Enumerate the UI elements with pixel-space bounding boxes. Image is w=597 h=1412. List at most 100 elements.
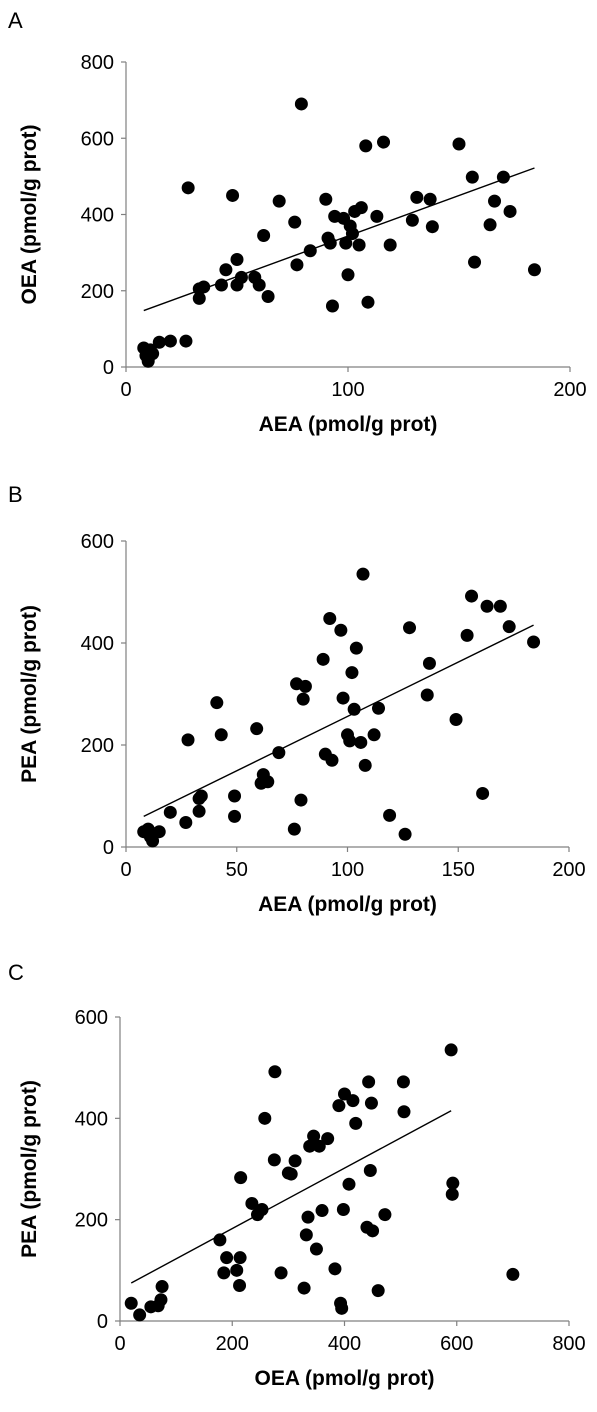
data-point <box>334 623 348 637</box>
data-point <box>296 692 310 706</box>
data-point <box>250 722 264 736</box>
data-point <box>152 825 166 839</box>
data-point <box>252 278 266 292</box>
data-point <box>496 170 510 184</box>
data-point <box>397 1105 411 1119</box>
x-tick-label: 100 <box>331 379 364 401</box>
data-point <box>297 1281 311 1295</box>
data-point <box>361 295 375 309</box>
x-tick-label: 200 <box>216 1333 249 1355</box>
data-point <box>309 1242 323 1256</box>
data-point <box>356 567 370 581</box>
data-point <box>354 201 368 215</box>
data-point <box>274 1266 288 1280</box>
data-point <box>352 238 366 252</box>
data-point <box>476 786 490 800</box>
data-point <box>445 1187 459 1201</box>
data-point <box>396 1075 410 1089</box>
data-point <box>319 192 333 206</box>
y-tick-label: 600 <box>81 531 114 553</box>
x-tick-label: 600 <box>440 1333 473 1355</box>
data-point <box>345 666 359 680</box>
data-point <box>179 816 193 830</box>
x-tick-label: 150 <box>442 859 475 881</box>
data-point <box>301 1210 315 1224</box>
data-point <box>303 244 317 258</box>
data-point <box>503 204 517 218</box>
y-tick-label: 400 <box>81 205 114 227</box>
data-point <box>267 1153 281 1167</box>
data-point <box>336 691 350 705</box>
data-point <box>154 1293 168 1307</box>
data-point <box>362 1075 376 1089</box>
data-point <box>493 599 507 613</box>
data-point <box>422 656 436 670</box>
data-point <box>192 804 206 818</box>
data-point <box>321 1132 335 1146</box>
data-point <box>261 775 275 789</box>
data-point <box>257 228 271 242</box>
data-point <box>228 789 242 803</box>
data-point <box>460 628 474 642</box>
data-point <box>349 1116 363 1130</box>
data-point <box>465 170 479 184</box>
data-point <box>343 734 357 748</box>
data-point <box>294 97 308 111</box>
x-tick-label: 0 <box>120 859 131 881</box>
data-point <box>420 688 434 702</box>
data-point <box>197 280 211 294</box>
data-point <box>323 236 337 250</box>
x-tick-label: 800 <box>552 1333 585 1355</box>
data-point <box>483 218 497 232</box>
y-tick-label: 0 <box>103 357 114 379</box>
x-tick-label: 0 <box>114 1333 125 1355</box>
y-tick-label: 200 <box>81 281 114 303</box>
panel-label: B <box>8 482 23 507</box>
panel-b: B 0 50 100 150 200 0 200 400 600 AEA (pmol/g prot)… <box>8 482 586 916</box>
data-point <box>179 334 193 348</box>
data-point <box>527 263 541 277</box>
data-point <box>272 746 286 760</box>
data-point <box>298 679 312 693</box>
x-axis-title: AEA (pmol/g prot) <box>258 893 437 916</box>
y-tick-label: 400 <box>81 633 114 655</box>
x-tick-label: 400 <box>328 1333 361 1355</box>
data-point <box>124 1296 138 1310</box>
data-point <box>488 194 502 208</box>
data-point <box>155 1280 169 1294</box>
y-axis-title: PEA (pmol/g prot) <box>18 605 41 783</box>
data-point <box>299 1228 313 1242</box>
data-point <box>423 192 437 206</box>
data-point <box>152 335 166 349</box>
data-point <box>210 696 224 710</box>
data-point <box>383 238 397 252</box>
data-point <box>146 347 160 361</box>
data-point <box>335 1301 349 1315</box>
x-tick-label: 50 <box>226 859 248 881</box>
data-point <box>288 215 302 229</box>
data-point <box>506 1267 520 1281</box>
data-point <box>288 1154 302 1168</box>
data-point <box>372 701 386 715</box>
data-point <box>527 635 541 649</box>
data-point <box>214 728 228 742</box>
data-point <box>133 1308 147 1322</box>
data-point <box>323 612 337 626</box>
data-point <box>339 236 353 250</box>
x-tick-label: 0 <box>120 379 131 401</box>
data-point <box>233 1279 247 1293</box>
data-point <box>358 758 372 772</box>
data-point <box>364 1096 378 1110</box>
data-point <box>449 713 463 726</box>
data-point <box>194 789 208 803</box>
data-point <box>163 334 177 348</box>
data-point <box>367 728 381 742</box>
data-point <box>163 805 177 819</box>
x-tick-label: 200 <box>553 379 586 401</box>
data-point <box>347 702 361 716</box>
data-point <box>325 753 339 767</box>
data-point <box>346 1094 360 1108</box>
trend-line <box>143 624 534 818</box>
data-point <box>349 641 363 655</box>
